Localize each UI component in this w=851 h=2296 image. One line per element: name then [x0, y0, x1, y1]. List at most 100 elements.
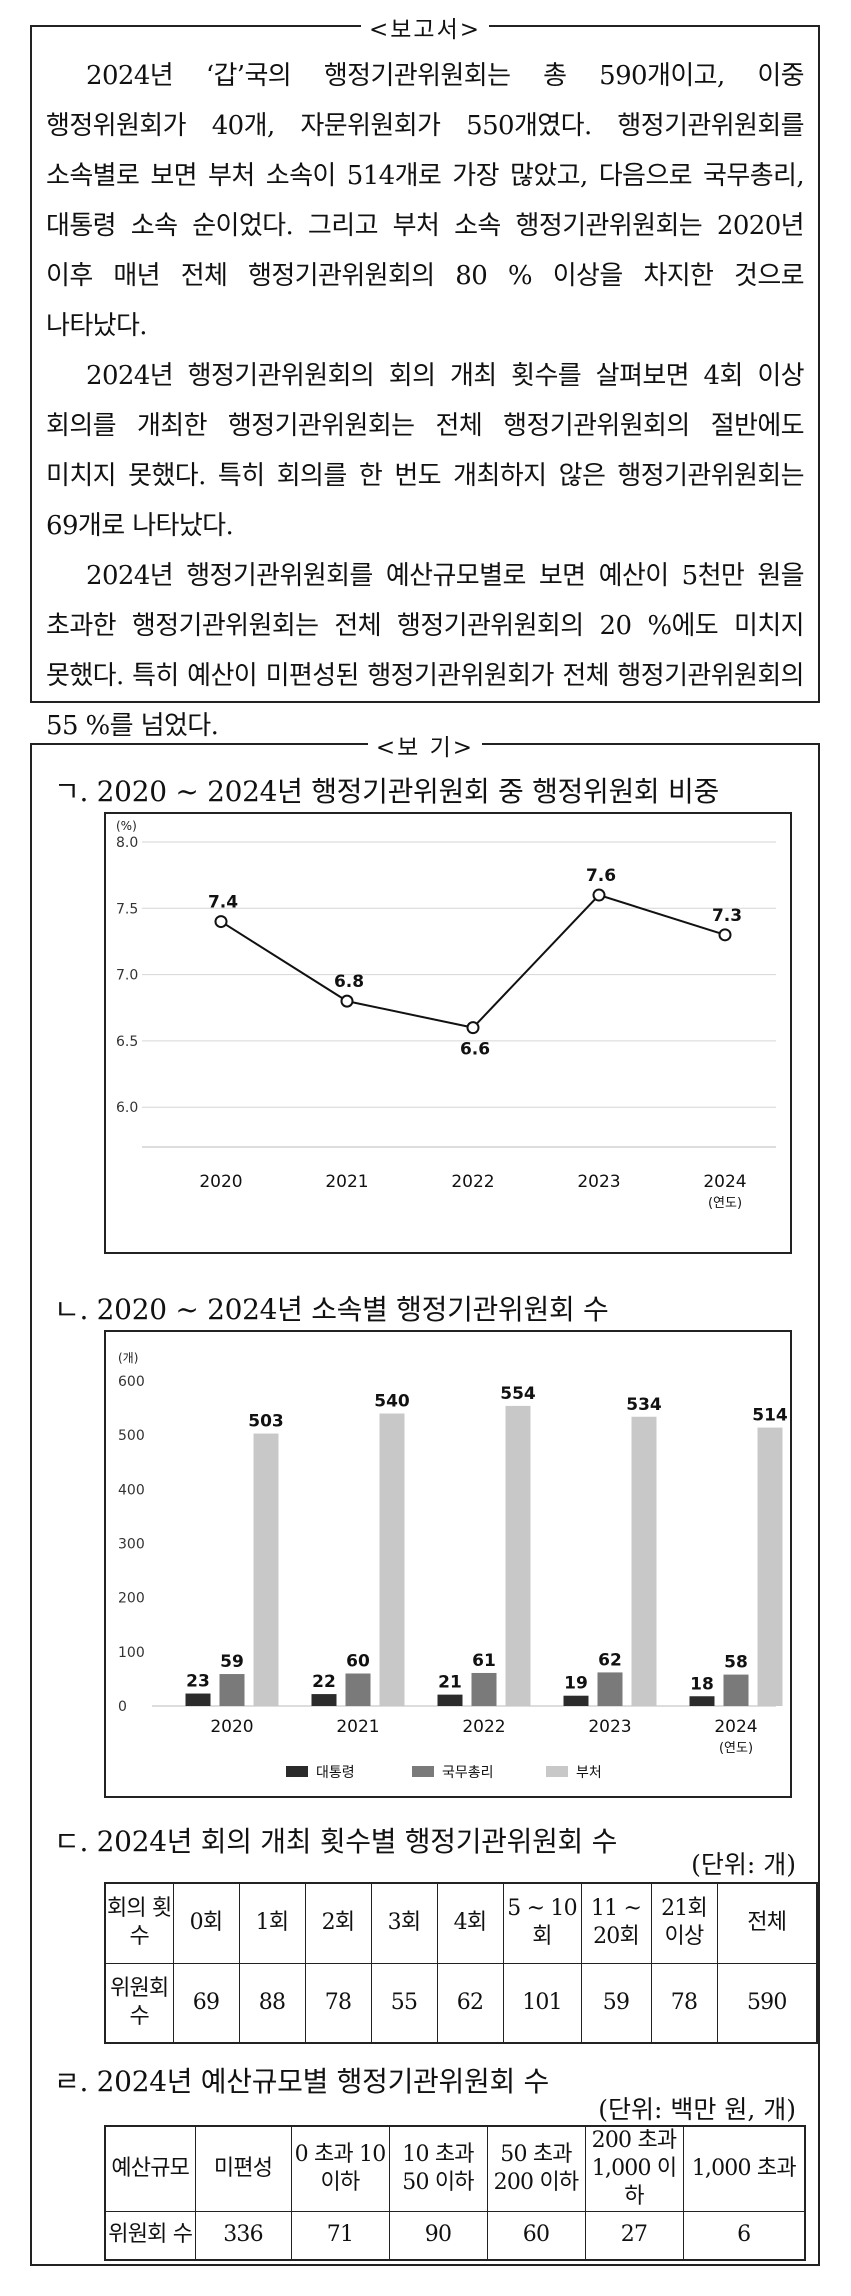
budget-table-header-row: 예산규모 미편성 0 초과 10 이하 10 초과 50 이하 50 초과 20… — [104, 2125, 806, 2212]
table-cell: 4회 — [436, 1882, 504, 1964]
table-cell: 69 — [172, 1962, 240, 2044]
y-axis-unit: (개) — [118, 1351, 138, 1365]
data-label: 503 — [248, 1412, 284, 1432]
x-tick-label: 2020 — [210, 1717, 253, 1737]
table-cell: 1,000 초과 — [682, 2125, 806, 2212]
bar-chart: (개) 600 500 400 300 200 100 0 23 59 503 2020 22 60 540… — [118, 1351, 788, 1781]
data-point — [214, 915, 228, 929]
table-cell: 60 — [486, 2211, 586, 2260]
x-tick-label: 2021 — [325, 1172, 368, 1192]
bar — [597, 1672, 623, 1706]
bar — [379, 1413, 405, 1706]
data-label: 540 — [374, 1392, 410, 1412]
data-point — [340, 994, 354, 1008]
table-cell: 5 ~ 10회 — [502, 1882, 582, 1964]
table-cell: 6 — [682, 2211, 806, 2260]
bar — [723, 1674, 749, 1706]
bar — [311, 1694, 337, 1706]
bar — [185, 1693, 211, 1706]
x-tick-label: 2024 — [703, 1172, 746, 1192]
table-cell: 101 — [502, 1962, 582, 2044]
table-cell: 11 ~ 20회 — [580, 1882, 652, 1964]
table-cell: 1회 — [238, 1882, 306, 1964]
table-cell: 위원회 수 — [104, 1962, 174, 2044]
table-cell: 예산규모 — [104, 2125, 196, 2212]
bar — [471, 1672, 497, 1706]
meeting-table-data-row: 위원회 수 69 88 78 55 62 101 59 78 590 — [104, 1962, 818, 2044]
y-tick-label: 300 — [118, 1537, 145, 1553]
data-point — [718, 928, 732, 942]
table-cell: 27 — [584, 2211, 684, 2260]
table-cell: 78 — [304, 1962, 372, 2044]
heading-budget-table: ㄹ. 2024년 예산규모별 행정기관위원회 수 — [54, 2065, 549, 2098]
bar — [253, 1433, 279, 1706]
budget-size-table: 예산규모 미편성 0 초과 10 이하 10 초과 50 이하 50 초과 20… — [104, 2125, 806, 2261]
y-tick-label: 7.0 — [116, 968, 138, 984]
data-point — [592, 888, 606, 902]
table-cell: 88 — [238, 1962, 306, 2044]
legend-swatch — [286, 1766, 308, 1777]
table-cell: 62 — [436, 1962, 504, 2044]
bar-chart-frame: (개) 600 500 400 300 200 100 0 23 59 503 2020 22 60 540… — [104, 1330, 792, 1798]
heading-meeting-table: ㄷ. 2024년 회의 개최 횟수별 행정기관위원회 수 — [54, 1825, 618, 1858]
bar — [219, 1674, 245, 1706]
x-tick-label: 2022 — [451, 1172, 494, 1192]
report-title-text: <보고서> — [360, 17, 490, 43]
bogi-title-text: <보 기> — [367, 735, 483, 761]
bar — [757, 1427, 783, 1706]
bar — [505, 1405, 531, 1706]
y-tick-label: 8.0 — [116, 835, 138, 851]
y-tick-label: 0 — [118, 1699, 127, 1715]
series-line — [220, 893, 726, 1029]
legend-label: 국무총리 — [442, 1765, 494, 1781]
budget-table-unit: (단위: 백만 원, 개) — [598, 2095, 796, 2124]
data-label: 6.6 — [460, 1040, 490, 1060]
bogi-title: <보 기> — [32, 728, 818, 762]
legend-swatch — [546, 1766, 568, 1777]
y-tick-label: 100 — [118, 1645, 145, 1661]
y-tick-label: 600 — [118, 1374, 145, 1390]
y-tick-label: 200 — [118, 1591, 145, 1607]
table-cell: 미편성 — [194, 2125, 292, 2212]
report-title: <보고서> — [32, 10, 818, 44]
bar — [563, 1695, 589, 1706]
heading-bar-chart: ㄴ. 2020 ~ 2024년 소속별 행정기관위원회 수 — [54, 1293, 609, 1326]
legend-label: 대통령 — [316, 1765, 355, 1781]
data-label: 18 — [690, 1674, 714, 1694]
meeting-table-header-row: 회의 횟수 0회 1회 2회 3회 4회 5 ~ 10회 11 ~ 20회 21… — [104, 1882, 818, 1964]
report-paragraph-2: 2024년 행정기관위원회의 회의 개최 횟수를 살펴보면 4회 이상 회의를 … — [46, 361, 805, 541]
bar — [631, 1416, 657, 1706]
bar — [345, 1673, 371, 1706]
table-cell: 10 초과 50 이하 — [388, 2125, 488, 2212]
x-axis-suffix: (연도) — [708, 1196, 742, 1211]
line-chart-frame: (%) 8.0 7.5 7.0 6.5 6.0 7.4 6.8 6.6 7.6 7.3 2020 202… — [104, 812, 792, 1254]
x-tick-label: 2023 — [588, 1717, 631, 1737]
y-tick-label: 400 — [118, 1482, 145, 1498]
table-cell: 590 — [716, 1962, 818, 2044]
table-cell: 회의 횟수 — [104, 1882, 174, 1964]
bogi-box: <보 기> ㄱ. 2020 ~ 2024년 행정기관위원회 중 행정위원회 비중… — [30, 735, 820, 2266]
table-cell: 50 초과 200 이하 — [486, 2125, 586, 2212]
table-cell: 200 초과 1,000 이하 — [584, 2125, 684, 2212]
meeting-count-table: 회의 횟수 0회 1회 2회 3회 4회 5 ~ 10회 11 ~ 20회 21… — [104, 1882, 818, 2044]
data-label: 23 — [186, 1672, 210, 1692]
x-tick-label: 2021 — [336, 1717, 379, 1737]
data-label: 7.3 — [712, 906, 742, 926]
x-tick-label: 2024 — [714, 1717, 757, 1737]
x-axis-suffix: (연도) — [719, 1741, 753, 1756]
data-label: 554 — [500, 1384, 536, 1404]
table-cell: 90 — [388, 2211, 488, 2260]
bar — [689, 1696, 715, 1706]
x-tick-label: 2020 — [199, 1172, 242, 1192]
data-label: 7.4 — [208, 893, 238, 913]
data-point — [466, 1021, 480, 1035]
data-label: 21 — [438, 1673, 462, 1693]
x-tick-label: 2023 — [577, 1172, 620, 1192]
table-cell: 2회 — [304, 1882, 372, 1964]
budget-table-data-row: 위원회 수 336 71 90 60 27 6 — [104, 2211, 806, 2260]
legend-label: 부처 — [576, 1765, 602, 1781]
table-cell: 78 — [650, 1962, 718, 2044]
y-tick-label: 6.0 — [116, 1100, 138, 1116]
x-tick-label: 2022 — [462, 1717, 505, 1737]
data-label: 534 — [626, 1395, 662, 1415]
